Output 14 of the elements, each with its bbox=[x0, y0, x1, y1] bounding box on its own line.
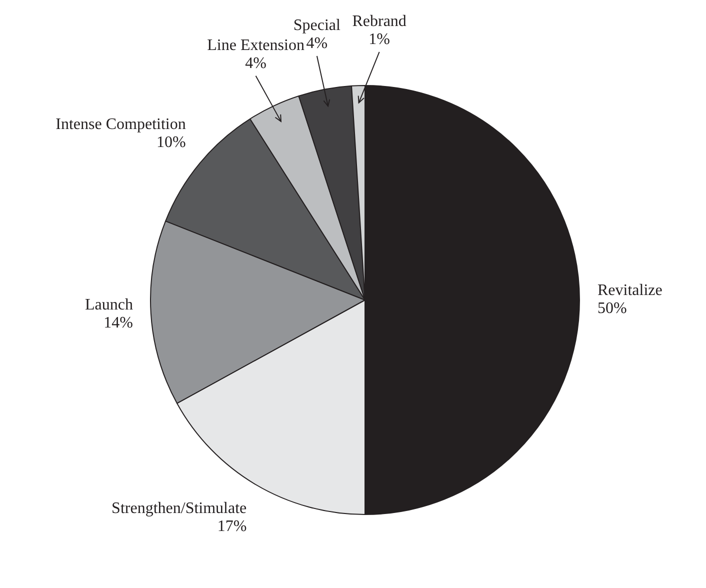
data-label: 4% bbox=[245, 54, 266, 72]
data-label: 14% bbox=[104, 314, 133, 332]
slice-label: Line Extension bbox=[207, 36, 304, 54]
slice-label: Launch bbox=[84, 296, 133, 314]
data-label: 17% bbox=[217, 518, 247, 536]
slice-label: Intense Competition bbox=[56, 116, 186, 133]
slice-label: Strengthen/Stimulate bbox=[112, 500, 247, 518]
data-label: 1% bbox=[368, 30, 390, 48]
slice-label: Rebrand bbox=[352, 12, 406, 30]
slice-label: Special bbox=[293, 17, 342, 34]
data-label: 10% bbox=[156, 134, 186, 151]
data-label: 4% bbox=[306, 35, 328, 52]
data-label: 50% bbox=[598, 300, 627, 317]
slice-label: Revitalize bbox=[598, 282, 662, 299]
